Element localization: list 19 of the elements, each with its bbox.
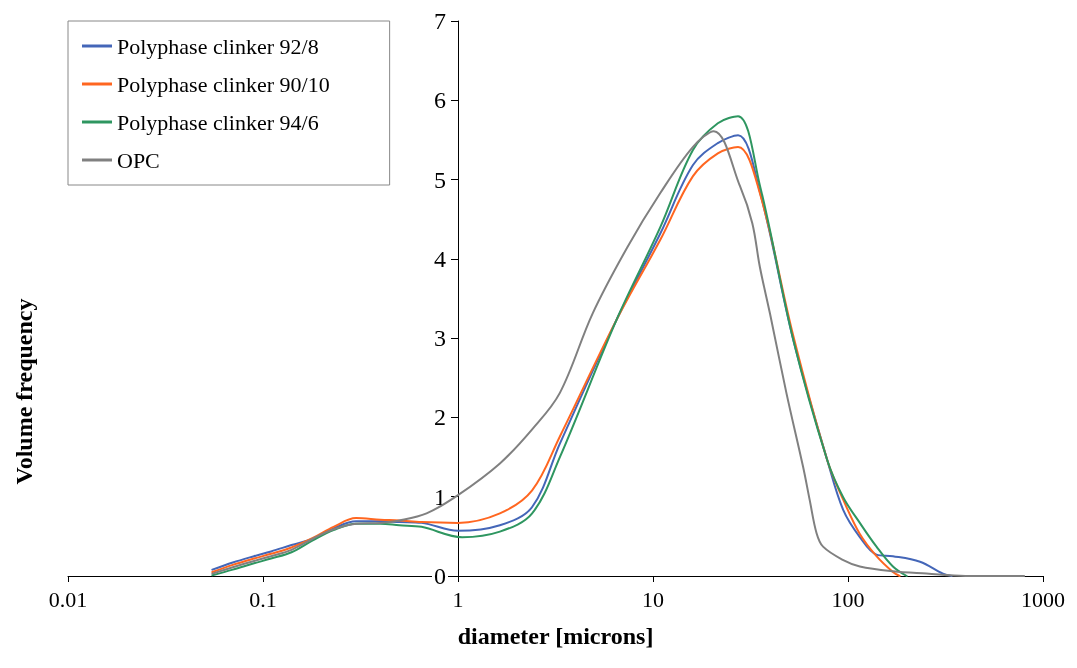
legend-label: OPC <box>117 147 160 173</box>
y-tick-label: 4 <box>434 245 446 272</box>
x-tick-label: 100 <box>831 586 865 612</box>
x-tick-label: 1000 <box>1021 586 1065 612</box>
x-axis-title: diameter [microns] <box>457 623 654 649</box>
y-tick-label: 5 <box>434 166 446 193</box>
y-tick-label: 7 <box>434 8 446 34</box>
y-axis-title: Volume frequency <box>11 298 37 485</box>
x-tick-label: 1 <box>452 586 464 612</box>
y-tick-label: 3 <box>434 325 446 352</box>
legend-label: Polyphase clinker 94/6 <box>117 109 319 135</box>
y-tick-label: 0 <box>434 563 446 589</box>
x-tick-label: 10 <box>642 586 664 612</box>
y-tick-label: 2 <box>434 404 446 431</box>
x-tick-label: 0.1 <box>249 586 277 612</box>
y-tick-label: 6 <box>434 87 446 114</box>
legend-label: Polyphase clinker 92/8 <box>117 33 319 59</box>
x-tick-label: 0.01 <box>48 586 88 612</box>
legend-label: Polyphase clinker 90/10 <box>117 71 330 97</box>
